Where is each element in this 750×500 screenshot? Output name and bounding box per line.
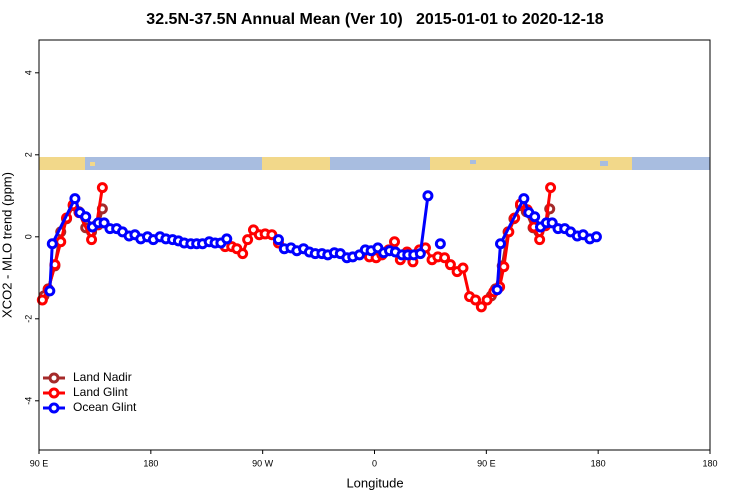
x-tick-label: 180 <box>143 458 158 468</box>
data-point <box>242 234 254 246</box>
x-tick-label: 0 <box>372 458 377 468</box>
x-tick-label: 90 E <box>30 458 49 468</box>
legend-marker <box>48 387 60 399</box>
legend-label: Ocean Glint <box>73 400 137 414</box>
legend-label: Land Nadir <box>73 370 132 384</box>
y-tick-label: -2 <box>23 315 33 323</box>
x-tick-label: 90 W <box>252 458 274 468</box>
data-point <box>434 238 446 250</box>
y-axis-label: XCO2 - MLO trend (ppm) <box>0 172 14 318</box>
data-point <box>86 234 98 246</box>
legend-label: Land Glint <box>73 385 128 399</box>
data-point <box>422 190 434 202</box>
data-point <box>444 259 456 271</box>
data-point <box>545 182 557 194</box>
data-point <box>498 261 510 273</box>
x-tick-label: 180 <box>591 458 606 468</box>
data-point <box>590 231 602 243</box>
data-point <box>475 301 487 313</box>
y-tick-label: 0 <box>23 234 33 239</box>
data-point <box>46 238 58 250</box>
data-point <box>69 193 81 205</box>
data-point <box>80 211 92 223</box>
x-tick-label: 180 <box>702 458 717 468</box>
data-point <box>439 252 451 264</box>
data-point <box>529 211 541 223</box>
data-point <box>55 236 67 248</box>
data-point <box>494 238 506 250</box>
data-point <box>96 182 108 194</box>
chart-title: 32.5N-37.5N Annual Mean (Ver 10) 2015-01… <box>146 11 604 28</box>
data-point <box>44 285 56 297</box>
legend-marker <box>48 372 60 384</box>
plot-area <box>36 182 602 313</box>
y-tick-label: 4 <box>23 70 33 75</box>
data-point <box>237 248 249 260</box>
data-point <box>414 248 426 260</box>
data-point <box>470 294 482 306</box>
map-strip <box>39 157 710 170</box>
data-point <box>491 284 503 296</box>
y-tick-label: 2 <box>23 152 33 157</box>
data-point <box>221 233 233 245</box>
x-axis-label: Longitude <box>346 475 403 490</box>
data-point <box>534 234 546 246</box>
x-tick-label: 90 E <box>477 458 496 468</box>
data-point <box>272 234 284 246</box>
legend-marker <box>48 402 60 414</box>
data-point <box>36 294 48 306</box>
data-point <box>481 294 493 306</box>
data-point <box>457 262 469 274</box>
y-tick-label: -4 <box>23 397 33 405</box>
data-point <box>389 236 401 248</box>
data-point <box>518 193 530 205</box>
